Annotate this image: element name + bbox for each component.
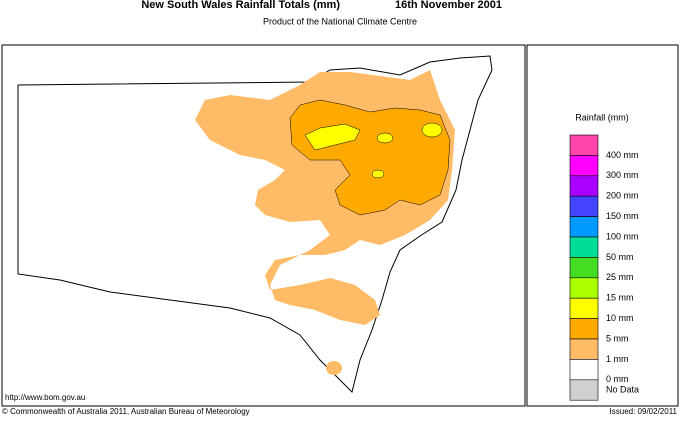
subtitle: Product of the National Climate Centre [263, 16, 417, 26]
rain-10mm [371, 169, 385, 179]
rain-1mm [228, 119, 252, 135]
legend-swatch [569, 175, 599, 197]
legend-label: 50 mm [606, 252, 634, 262]
legend-label: 1 mm [606, 354, 629, 364]
url: http://www.bom.gov.au [5, 393, 85, 402]
legend-label: 300 mm [606, 170, 639, 180]
rain-1mm [326, 361, 342, 375]
map [17, 55, 493, 393]
legend-swatch [569, 379, 599, 401]
legend-frame [526, 44, 679, 407]
legend-title: Rainfall (mm) [575, 112, 629, 122]
legend-label: 10 mm [606, 313, 634, 323]
legend-swatch [569, 134, 599, 156]
legend-label: 100 mm [606, 231, 639, 241]
legend-swatch [569, 318, 599, 340]
legend-label: 400 mm [606, 150, 639, 160]
legend-swatch [569, 236, 599, 258]
date: 16th November 2001 [395, 0, 502, 11]
title: New South Wales Rainfall Totals (mm) [141, 0, 340, 11]
legend-swatch [569, 216, 599, 238]
legend-swatch [569, 257, 599, 279]
legend-label: 25 mm [606, 272, 634, 282]
legend-label: 200 mm [606, 191, 639, 201]
legend-swatch [569, 195, 599, 217]
legend-swatch [569, 297, 599, 319]
legend: Rainfall (mm) 400 mm 300 mm 200 mm 150 mm 10… [569, 112, 639, 401]
legend-swatch [569, 277, 599, 299]
legend-label: 5 mm [606, 333, 629, 343]
rain-10mm [376, 132, 394, 144]
legend-swatch [569, 155, 599, 177]
legend-label: 150 mm [606, 211, 639, 221]
legend-label: No Data [606, 384, 639, 394]
issued: Issued: 09/02/2011 [610, 407, 678, 416]
rain-10mm [421, 122, 443, 138]
copyright: © Commonwealth of Australia 2011, Austra… [2, 407, 250, 416]
legend-label: 0 mm [606, 374, 629, 384]
legend-label: 15 mm [606, 293, 634, 303]
rain-10mm [304, 123, 361, 151]
legend-swatch [569, 359, 599, 381]
legend-swatch [569, 338, 599, 360]
